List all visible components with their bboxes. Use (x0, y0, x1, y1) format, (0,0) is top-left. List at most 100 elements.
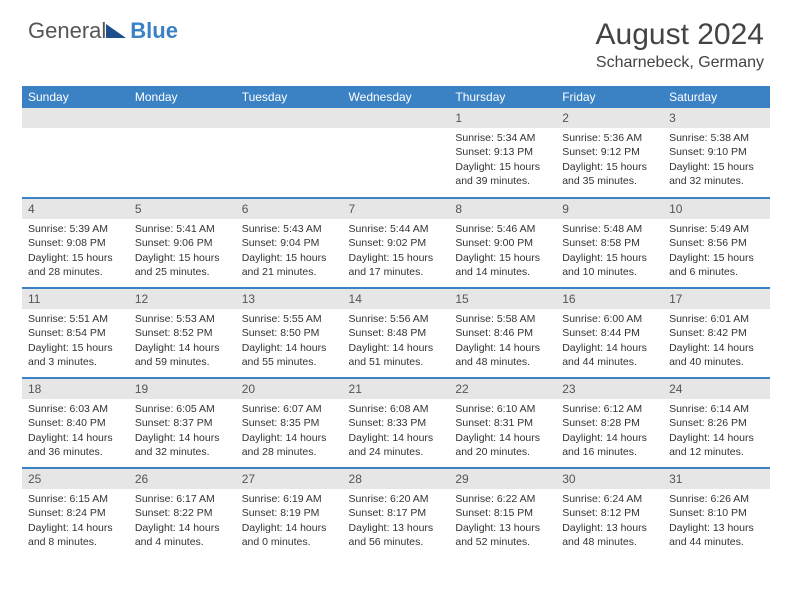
sunrise-label: Sunrise: (135, 223, 176, 235)
daylight-label: Daylight: (349, 432, 393, 444)
daylight: Daylight: 14 hours and 24 minutes. (349, 431, 444, 459)
sunrise-value: 5:34 AM (497, 132, 536, 144)
daylight: Daylight: 15 hours and 6 minutes. (669, 251, 764, 279)
calendar-cell: 3Sunrise: 5:38 AMSunset: 9:10 PMDaylight… (663, 108, 770, 198)
sunrise-value: 6:03 AM (69, 403, 108, 415)
daylight: Daylight: 15 hours and 25 minutes. (135, 251, 230, 279)
sunset-value: 8:35 PM (280, 417, 319, 429)
sunset-value: 8:37 PM (173, 417, 212, 429)
sunrise-value: 5:46 AM (497, 223, 536, 235)
sunrise: Sunrise: 5:41 AM (135, 222, 230, 236)
sunset: Sunset: 8:15 PM (455, 506, 550, 520)
day-content: Sunrise: 5:53 AMSunset: 8:52 PMDaylight:… (129, 309, 236, 371)
sunrise-label: Sunrise: (242, 493, 283, 505)
day-content: Sunrise: 6:22 AMSunset: 8:15 PMDaylight:… (449, 489, 556, 551)
daylight-label: Daylight: (455, 161, 499, 173)
day-number: 16 (556, 289, 663, 309)
sunrise: Sunrise: 5:53 AM (135, 312, 230, 326)
sunrise-label: Sunrise: (349, 313, 390, 325)
sunset: Sunset: 9:12 PM (562, 145, 657, 159)
sunrise: Sunrise: 6:19 AM (242, 492, 337, 506)
daylight: Daylight: 14 hours and 55 minutes. (242, 341, 337, 369)
sunrise-label: Sunrise: (562, 223, 603, 235)
sunset: Sunset: 8:17 PM (349, 506, 444, 520)
sunset: Sunset: 8:44 PM (562, 326, 657, 340)
sunset-value: 9:04 PM (280, 237, 319, 249)
sunrise-label: Sunrise: (28, 223, 69, 235)
day-content: Sunrise: 6:05 AMSunset: 8:37 PMDaylight:… (129, 399, 236, 461)
sunrise-label: Sunrise: (135, 403, 176, 415)
sunrise-value: 6:05 AM (176, 403, 215, 415)
daylight: Daylight: 14 hours and 48 minutes. (455, 341, 550, 369)
sunset: Sunset: 8:37 PM (135, 416, 230, 430)
sunrise: Sunrise: 5:38 AM (669, 131, 764, 145)
sunrise-label: Sunrise: (349, 493, 390, 505)
calendar-cell (22, 108, 129, 198)
sunset-label: Sunset: (349, 237, 388, 249)
sunset: Sunset: 8:24 PM (28, 506, 123, 520)
sunset: Sunset: 8:40 PM (28, 416, 123, 430)
sunset-value: 8:46 PM (494, 327, 533, 339)
day-number: 15 (449, 289, 556, 309)
sunrise-value: 5:55 AM (283, 313, 322, 325)
sunset-label: Sunset: (669, 507, 708, 519)
daylight-label: Daylight: (455, 252, 499, 264)
sunset-value: 8:33 PM (387, 417, 426, 429)
sunrise: Sunrise: 5:49 AM (669, 222, 764, 236)
sunrise: Sunrise: 6:08 AM (349, 402, 444, 416)
sunset-label: Sunset: (135, 507, 174, 519)
sunset-label: Sunset: (669, 237, 708, 249)
weekday-header-row: SundayMondayTuesdayWednesdayThursdayFrid… (22, 86, 770, 108)
day-content: Sunrise: 6:24 AMSunset: 8:12 PMDaylight:… (556, 489, 663, 551)
day-content: Sunrise: 6:14 AMSunset: 8:26 PMDaylight:… (663, 399, 770, 461)
daylight: Daylight: 14 hours and 44 minutes. (562, 341, 657, 369)
sunset-value: 8:58 PM (601, 237, 640, 249)
sunrise-label: Sunrise: (455, 223, 496, 235)
sunrise-label: Sunrise: (242, 223, 283, 235)
sunrise-value: 6:24 AM (604, 493, 643, 505)
day-number: 2 (556, 108, 663, 128)
sunset-label: Sunset: (135, 237, 174, 249)
sunset-label: Sunset: (242, 237, 281, 249)
sunset: Sunset: 8:42 PM (669, 326, 764, 340)
logo-triangle-icon (106, 24, 126, 38)
day-content: Sunrise: 6:15 AMSunset: 8:24 PMDaylight:… (22, 489, 129, 551)
day-content: Sunrise: 6:08 AMSunset: 8:33 PMDaylight:… (343, 399, 450, 461)
day-content: Sunrise: 6:03 AMSunset: 8:40 PMDaylight:… (22, 399, 129, 461)
sunset-value: 9:02 PM (387, 237, 426, 249)
sunset: Sunset: 8:28 PM (562, 416, 657, 430)
sunrise: Sunrise: 6:07 AM (242, 402, 337, 416)
day-content: Sunrise: 6:01 AMSunset: 8:42 PMDaylight:… (663, 309, 770, 371)
daylight-label: Daylight: (669, 161, 713, 173)
day-content: Sunrise: 5:48 AMSunset: 8:58 PMDaylight:… (556, 219, 663, 281)
sunrise-value: 6:22 AM (497, 493, 536, 505)
day-content: Sunrise: 5:39 AMSunset: 9:08 PMDaylight:… (22, 219, 129, 281)
sunset-label: Sunset: (562, 237, 601, 249)
calendar-cell: 8Sunrise: 5:46 AMSunset: 9:00 PMDaylight… (449, 198, 556, 288)
calendar-cell: 10Sunrise: 5:49 AMSunset: 8:56 PMDayligh… (663, 198, 770, 288)
daylight-label: Daylight: (242, 522, 286, 534)
sunset-value: 9:00 PM (494, 237, 533, 249)
calendar-cell: 24Sunrise: 6:14 AMSunset: 8:26 PMDayligh… (663, 378, 770, 468)
day-number: 7 (343, 199, 450, 219)
day-number: 30 (556, 469, 663, 489)
day-content: Sunrise: 5:51 AMSunset: 8:54 PMDaylight:… (22, 309, 129, 371)
sunrise: Sunrise: 5:36 AM (562, 131, 657, 145)
calendar-cell: 2Sunrise: 5:36 AMSunset: 9:12 PMDaylight… (556, 108, 663, 198)
day-number: 29 (449, 469, 556, 489)
day-content: Sunrise: 6:17 AMSunset: 8:22 PMDaylight:… (129, 489, 236, 551)
day-number (22, 108, 129, 128)
sunset-value: 8:28 PM (601, 417, 640, 429)
sunset-value: 9:12 PM (601, 146, 640, 158)
calendar-cell (343, 108, 450, 198)
sunset-label: Sunset: (242, 417, 281, 429)
sunrise-label: Sunrise: (135, 313, 176, 325)
sunset-value: 8:50 PM (280, 327, 319, 339)
calendar-cell: 21Sunrise: 6:08 AMSunset: 8:33 PMDayligh… (343, 378, 450, 468)
day-number: 3 (663, 108, 770, 128)
sunset-value: 8:42 PM (708, 327, 747, 339)
sunset: Sunset: 8:35 PM (242, 416, 337, 430)
day-content: Sunrise: 6:19 AMSunset: 8:19 PMDaylight:… (236, 489, 343, 551)
daylight: Daylight: 14 hours and 51 minutes. (349, 341, 444, 369)
sunrise-label: Sunrise: (562, 493, 603, 505)
